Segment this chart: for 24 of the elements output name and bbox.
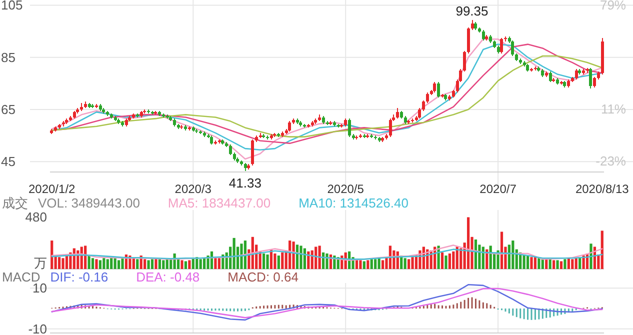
y-tick-label: 85: [1, 50, 16, 65]
x-tick-label: 2020/7: [480, 182, 517, 196]
x-tick-label: 2020/8/13: [575, 182, 630, 196]
annotation: 41.33: [228, 176, 262, 191]
y-tick-label: 65: [1, 102, 16, 117]
text: 万: [34, 256, 47, 270]
y2-tick-label: 79%: [600, 0, 626, 13]
legend-title: 成交: [2, 196, 28, 210]
series-label: DIF: -0.16: [50, 270, 108, 284]
x-tick-label: 2020/1/2: [28, 182, 76, 196]
y-tick-label: -10: [28, 321, 47, 335]
y-tick-label: 105: [1, 0, 23, 13]
y2-tick-label: 11%: [600, 102, 626, 117]
x-tick-label: 2020/3: [174, 182, 212, 196]
x-tick-label: 2020/5: [327, 182, 364, 196]
text: VOL: 3489443.00: [38, 196, 140, 210]
annotation: 99.35: [456, 3, 488, 18]
series-label: DEA: -0.48: [136, 270, 200, 284]
text: 480: [25, 210, 47, 224]
text: MA10: 1314526.40: [298, 196, 408, 210]
text: MA5: 1834437.00: [168, 196, 271, 210]
y2-tick-label: -23%: [596, 154, 626, 169]
series-label: MACD: 0.64: [228, 270, 298, 284]
y-tick-label: 45: [1, 154, 16, 170]
